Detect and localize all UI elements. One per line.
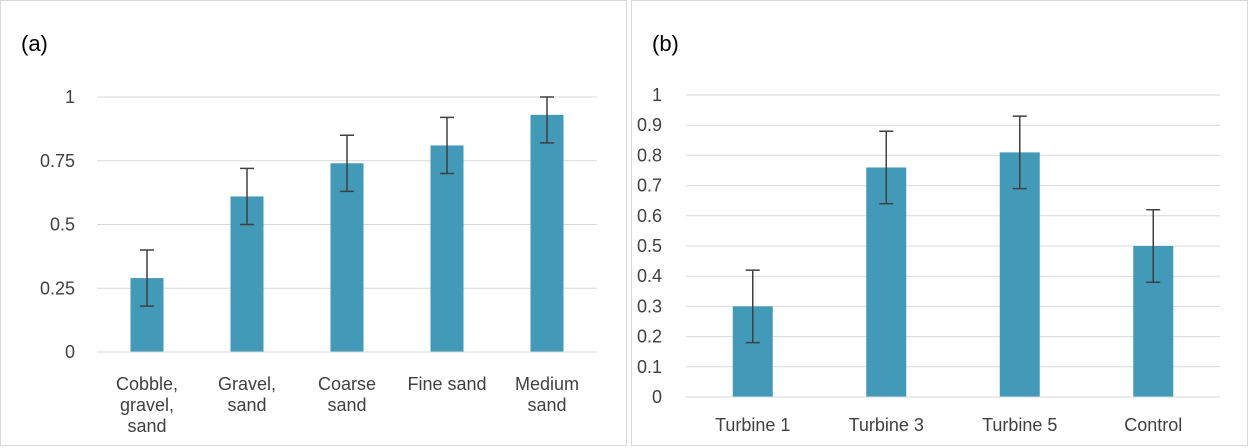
y-tick-label: 0.1	[637, 357, 662, 377]
error-bar	[540, 96, 554, 144]
panel-label-a: (a)	[21, 31, 48, 56]
y-tick-label: 0	[652, 387, 662, 407]
x-tick-label: Turbine 3	[849, 415, 924, 435]
y-tick-label: 0.5	[50, 215, 75, 235]
y-tick-label: 0.6	[637, 206, 662, 226]
x-tick-label: Coarse sand	[318, 374, 376, 415]
x-tick-label: Turbine 1	[715, 415, 790, 435]
y-tick-label: 0.8	[637, 145, 662, 165]
bar	[530, 114, 564, 352]
x-tick-label: Turbine 5	[982, 415, 1057, 435]
error-bar	[140, 249, 154, 307]
y-tick-label: 1	[652, 85, 662, 105]
error-bar	[879, 130, 894, 205]
chart-panel-b: (b) 0 0.1 0.2 0.3 0.4 0.5 0.6 0.7 0.8 0.9 1 Turbine…	[631, 0, 1248, 446]
y-tick-label: 0.2	[637, 327, 662, 347]
x-tick-label: Fine sand	[407, 374, 486, 394]
y-tick-label: 0.7	[637, 176, 662, 196]
error-bar	[240, 167, 254, 226]
x-tick-label: Cobble, gravel, sand	[116, 374, 178, 436]
error-bar	[440, 116, 454, 175]
error-bar	[1146, 209, 1161, 283]
error-bar	[745, 269, 760, 344]
x-tick-label: Control	[1124, 415, 1182, 435]
y-tick-label: 0.75	[40, 151, 75, 171]
y-tick-label: 0.5	[637, 236, 662, 256]
x-tick-label: Medium sand	[515, 374, 579, 415]
bar	[866, 167, 907, 397]
bar	[330, 163, 364, 352]
chart-a-svg: 0 0.25 0.5 0.75 1 Cobble, gravel, sand Gravel, sa…	[40, 87, 597, 436]
error-bar	[1012, 115, 1027, 190]
y-tick-label: 1	[65, 87, 75, 107]
y-tick-label: 0.9	[637, 115, 662, 135]
y-tick-label: 0.3	[637, 296, 662, 316]
y-tick-label: 0.25	[40, 278, 75, 298]
chart-b-svg: 0 0.1 0.2 0.3 0.4 0.5 0.6 0.7 0.8 0.9 1 Turbine 1 Tu…	[637, 85, 1220, 435]
chart-panel-a: (a) 0 0.25 0.5 0.75 1 Cobble, gravel, sand Grave…	[0, 0, 627, 446]
y-tick-label: 0	[65, 342, 75, 362]
bar	[430, 145, 464, 352]
x-tick-label: Gravel, sand	[218, 374, 276, 415]
y-tick-label: 0.4	[637, 266, 662, 286]
error-bar	[340, 134, 354, 193]
panel-label-b: (b)	[652, 31, 679, 56]
bar	[999, 152, 1040, 397]
